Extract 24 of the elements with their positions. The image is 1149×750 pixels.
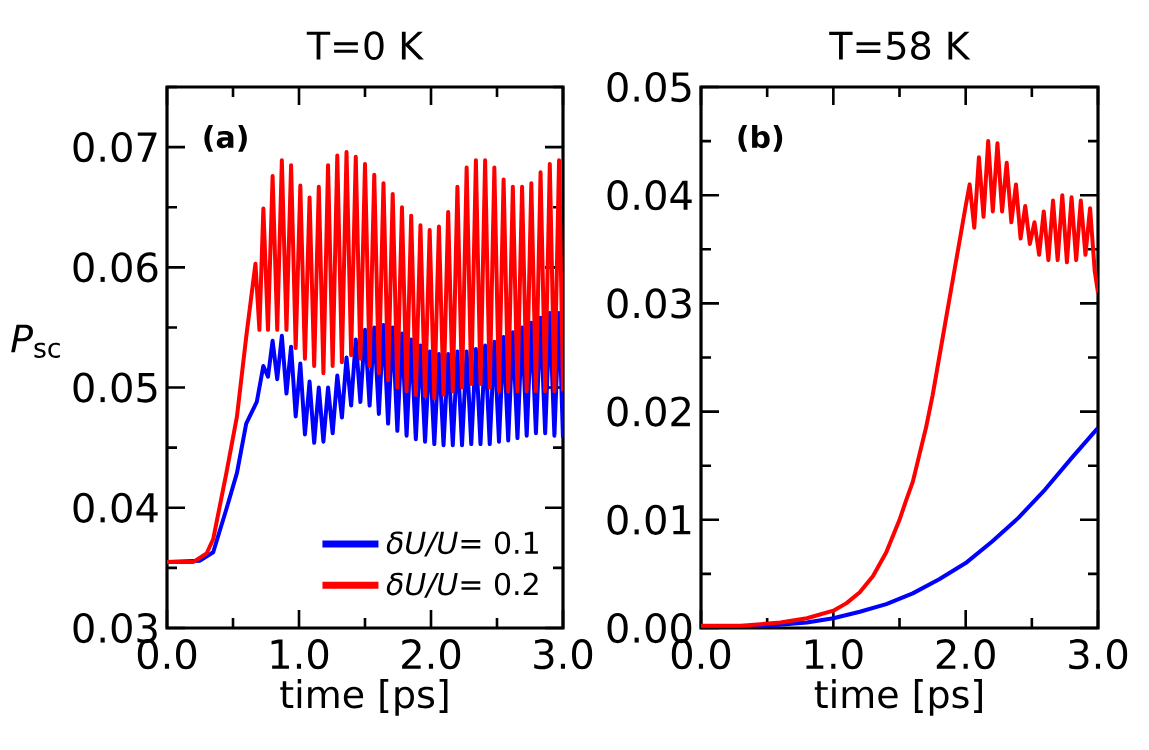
annotation: (b) [738, 125, 783, 152]
y-tick-label: 0.04 [73, 492, 158, 523]
x-tick-label: 3.0 [1069, 639, 1128, 670]
x-tick-label: 2.0 [936, 639, 995, 670]
x-axis-title: time [ps] [280, 679, 448, 716]
y-axis-title: P$_{sc}$ [11, 324, 60, 358]
y-tick-label: 0.05 [73, 372, 157, 403]
legend-label: δU/U= 0.2 [386, 572, 538, 598]
x-tick-label: 2.0 [402, 639, 461, 670]
y-tick-label: 0.02 [607, 396, 690, 427]
x-axis-title: time [ps] [814, 679, 982, 716]
chart-title: T=0 K [306, 31, 424, 60]
y-tick-label: 0.01 [607, 504, 691, 535]
y-tick-label: 0.06 [73, 252, 158, 283]
y-tick-label: 0.04 [607, 180, 692, 211]
y-tick-label: 0.03 [607, 288, 691, 319]
x-tick-label: 3.0 [534, 639, 593, 670]
y-tick-label: 0.05 [607, 71, 691, 103]
chart-title: T=58 K [829, 31, 971, 60]
y-tick-label: 0.07 [73, 132, 157, 163]
legend-label: δU/U= 0.1 [386, 531, 538, 557]
x-tick-label: 1.0 [271, 639, 329, 670]
x-tick-label: 1.0 [805, 639, 863, 670]
annotation: (a) [204, 125, 247, 152]
